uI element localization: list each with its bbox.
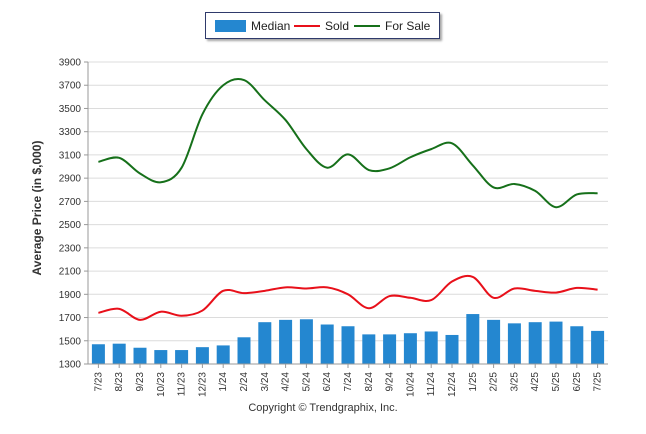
median-bar — [487, 319, 501, 364]
x-tick-label: 3/25 — [509, 372, 520, 392]
median-bar — [112, 343, 126, 364]
legend-forsale-swatch — [354, 25, 380, 27]
x-tick-label: 10/24 — [405, 372, 416, 397]
median-bar — [175, 350, 189, 364]
x-tick-label: 7/25 — [593, 372, 604, 392]
x-tick-label: 8/23 — [114, 372, 125, 392]
x-tick-label: 4/25 — [530, 372, 541, 392]
y-tick-label: 1700 — [59, 313, 82, 324]
legend-median-swatch — [215, 20, 246, 32]
x-tick-label: 3/24 — [260, 372, 271, 392]
x-tick-label: 2/25 — [489, 372, 500, 392]
median-bar — [570, 326, 584, 364]
median-bar — [91, 344, 105, 364]
x-tick-label: 5/25 — [551, 372, 562, 392]
x-tick-label: 6/25 — [572, 372, 583, 392]
median-bar — [424, 331, 438, 364]
legend-item-sold: Sold — [294, 19, 349, 33]
median-bar — [299, 319, 313, 364]
x-tick-label: 7/24 — [343, 372, 354, 392]
legend-item-median: Median — [215, 19, 290, 33]
x-tick-label: 5/24 — [301, 372, 312, 392]
sold-line-layer — [98, 274, 598, 321]
y-tick-label: 3500 — [59, 104, 82, 115]
x-tick-label: 2/24 — [239, 372, 250, 392]
median-bar — [507, 323, 521, 364]
forsale-line-layer — [98, 77, 598, 209]
median-bar — [445, 334, 459, 364]
x-tick-label: 1/25 — [468, 372, 479, 392]
median-bar — [154, 350, 168, 364]
y-tick-label: 2900 — [59, 174, 82, 185]
y-tick-label: 2500 — [59, 220, 82, 231]
median-bar — [362, 334, 376, 364]
legend-item-forsale: For Sale — [354, 19, 430, 33]
axis-layer: 1300 1500 1700 1900 2100 2300 2500 2700 2900 3100… — [59, 58, 608, 397]
x-tick-label: 1/24 — [218, 372, 229, 392]
legend-sold-label: Sold — [325, 19, 350, 33]
x-tick-label: 9/24 — [385, 372, 396, 392]
y-tick-label: 3900 — [59, 58, 82, 69]
median-bar — [279, 319, 293, 364]
median-bar — [216, 345, 230, 364]
y-tick-label: 3100 — [59, 150, 82, 161]
median-bar — [403, 333, 417, 364]
sold-line — [98, 274, 598, 321]
x-tick-label: 6/24 — [322, 372, 333, 392]
legend-median-label: Median — [251, 19, 291, 33]
y-tick-label: 1900 — [59, 290, 82, 301]
legend-sold-swatch — [294, 25, 320, 27]
median-bar — [549, 321, 563, 364]
x-tick-label: 9/23 — [135, 372, 146, 392]
y-tick-label: 3700 — [59, 81, 82, 92]
x-tick-label: 7/23 — [93, 372, 104, 392]
y-tick-label: 1300 — [59, 360, 82, 371]
median-bar — [466, 314, 480, 364]
x-tick-label: 12/23 — [197, 372, 208, 397]
legend-forsale-label: For Sale — [385, 19, 431, 33]
x-tick-label: 11/23 — [177, 372, 188, 397]
median-bar — [133, 347, 147, 364]
median-bar — [195, 347, 209, 364]
y-tick-label: 2300 — [59, 243, 82, 254]
copyright-text: Copyright © Trendgraphix, Inc. — [248, 402, 398, 414]
x-tick-label: 11/24 — [426, 372, 437, 397]
y-tick-label: 2100 — [59, 267, 82, 278]
median-bar — [258, 322, 272, 364]
y-tick-label: 3300 — [59, 127, 82, 138]
x-tick-label: 4/24 — [281, 372, 292, 392]
median-bar — [341, 326, 355, 364]
legend: Median Sold For Sale — [205, 12, 440, 39]
y-tick-label: 1500 — [59, 336, 82, 347]
median-bar — [237, 337, 251, 364]
grid-layer — [88, 61, 608, 365]
x-tick-label: 12/24 — [447, 372, 458, 397]
median-bar — [528, 322, 542, 364]
median-bars — [91, 314, 605, 364]
median-bar — [591, 330, 605, 364]
y-tick-label: 2700 — [59, 197, 82, 208]
forsale-line — [98, 77, 598, 209]
x-tick-label: 10/23 — [156, 372, 167, 397]
y-axis-label: Average Price (in $,000) — [30, 140, 44, 276]
median-bar — [383, 334, 397, 364]
x-tick-label: 8/24 — [364, 372, 375, 392]
median-bar — [320, 324, 334, 364]
